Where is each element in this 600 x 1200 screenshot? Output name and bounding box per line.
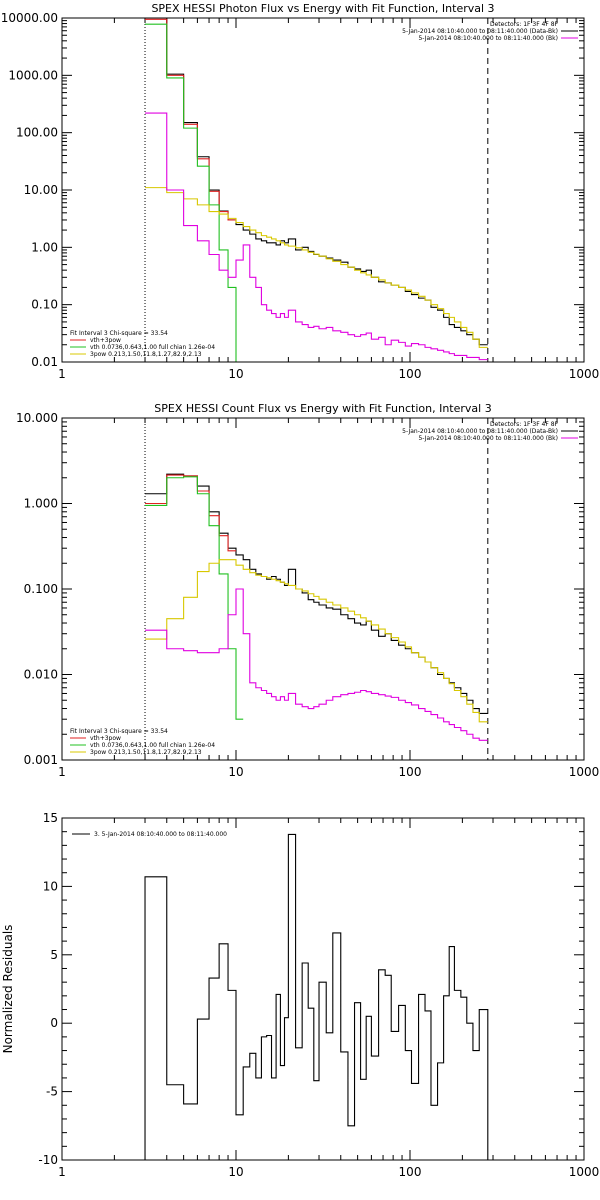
fit-legend-header: Fit Interval 3 Chi-square = 33.54 [70,330,168,337]
y-tick-label: 0.10 [31,298,58,312]
y-tick-label: 10.00 [24,183,58,197]
legend-entry-text: 5-Jan-2014 08:10:40.000 to 08:11:40.000 … [418,435,558,442]
legend-entry-text: 5-Jan-2014 08:10:40.000 to 08:11:40.000 … [402,28,558,35]
series-data-bk-line [145,473,488,715]
legend-entry-text: Detectors: 1F 3F 4F 8F [490,421,559,428]
y-axis-label: Normalized Residuals [1,925,15,1054]
fit-legend-entry: vth+3pow [90,337,121,344]
x-tick-label: 10 [228,367,243,381]
y-tick-label: 1.000 [24,497,58,511]
fit-legend-entry: 3pow 0.213,1.50,11.8,1.27,82.9,2.13 [90,351,202,358]
series-vth-3pow-line [145,474,236,552]
y-tick-label: -5 [46,1085,58,1099]
x-tick-label: 10 [228,1165,243,1179]
x-tick-label: 1000 [569,1165,600,1179]
series-3-5-jan-2014-08-10-40-000-to-08-11-40-000-line [144,833,489,1160]
chart-panel-1: SPEX HESSI Photon Flux vs Energy with Fi… [1,2,600,381]
chart-title: SPEX HESSI Photon Flux vs Energy with Fi… [151,2,494,15]
y-tick-label: 5 [50,948,58,962]
series-data-bk-line [166,18,488,346]
fit-legend-header: Fit Interval 3 Chi-square = 33.54 [70,728,168,735]
plot-frame [61,417,585,761]
x-tick-label: 100 [399,367,422,381]
y-tick-label: 10.000 [16,411,58,425]
x-tick-label: 1000 [569,765,600,779]
series-bk-line [145,588,488,741]
y-tick-label: -10 [38,1153,58,1167]
y-tick-label: 100.00 [16,126,58,140]
x-tick-label: 100 [399,765,422,779]
x-tick-label: 1000 [569,367,600,381]
legend-entry-text: 5-Jan-2014 08:10:40.000 to 08:11:40.000 … [418,35,558,42]
fit-legend-entry: vth 0.0736,0.643,1.00 full chian 1.26e-0… [90,344,215,351]
x-tick-label: 100 [399,1165,422,1179]
legend-entry-text: Detectors: 1F 3F 4F 8F [490,21,559,28]
series-vth-line [145,476,244,720]
fit-legend-entry: vth 0.0736,0.643,1.00 full chian 1.26e-0… [90,742,215,749]
chart-panel-3: 1 10 100 1000 -10 -5 0 5 10 15 Normalized Residual… [1,811,599,1179]
x-tick-label: 10 [228,765,243,779]
y-tick-label: 0.010 [24,668,58,682]
plot-area [144,833,489,1160]
series-vth-3pow-line [145,18,236,221]
y-tick-label: 0 [50,1016,58,1030]
fit-legend-entry: 3pow 0.213,1.50,11.8,1.27,82.9,2.13 [90,749,202,756]
y-tick-label: 1.00 [31,240,58,254]
chart-title: SPEX HESSI Count Flux vs Energy with Fit… [154,402,491,415]
x-tick-label: 1 [58,765,66,779]
y-tick-label: 10 [43,879,58,893]
y-tick-label: 1000.00 [8,68,58,82]
x-tick-label: 1 [58,367,66,381]
series-vth-line [145,23,244,362]
plot-area [144,418,489,760]
y-tick-label: 0.100 [24,582,58,596]
fit-legend-entry: vth+3pow [90,735,121,742]
y-tick-label: 0.001 [24,753,58,767]
chart-panel-2: SPEX HESSI Count Flux vs Energy with Fit… [16,402,599,779]
series-3pow-line [145,187,488,348]
plot-frame [61,817,585,1161]
residual-legend-entry: 3. 5-Jan-2014 08:10:40.000 to 08:11:40.0… [94,831,227,838]
y-tick-label: 10000.00 [1,11,58,25]
y-tick-label: 0.01 [31,355,58,369]
series-3pow-line [145,559,488,723]
series-bk-line [145,112,488,361]
x-tick-label: 1 [58,1165,66,1179]
legend-entry-text: 5-Jan-2014 08:10:40.000 to 08:11:40.000 … [402,428,558,435]
plot-area [144,18,489,362]
y-tick-label: 15 [43,811,58,825]
plot-frame [61,17,585,363]
